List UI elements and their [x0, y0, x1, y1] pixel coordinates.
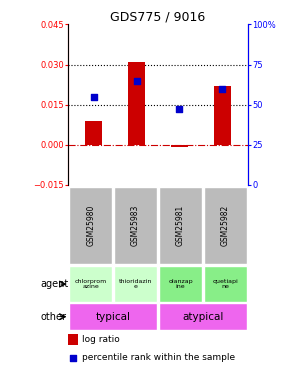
Bar [128, 62, 145, 145]
Bar [160, 303, 246, 330]
Text: agent: agent [40, 279, 68, 289]
Point [220, 86, 224, 92]
Bar [171, 145, 188, 147]
Bar [70, 303, 157, 330]
Bar [204, 187, 246, 264]
Bar [160, 187, 202, 264]
Point [177, 106, 182, 112]
Bar [68, 334, 78, 345]
Bar [160, 266, 202, 302]
Text: GSM25980: GSM25980 [86, 204, 95, 246]
Text: percentile rank within the sample: percentile rank within the sample [82, 353, 235, 362]
Bar [214, 86, 231, 145]
Text: quetiapi
ne: quetiapi ne [213, 279, 238, 290]
Title: GDS775 / 9016: GDS775 / 9016 [110, 10, 206, 23]
Bar [70, 187, 112, 264]
Bar [204, 266, 246, 302]
Bar [115, 187, 157, 264]
Bar [70, 266, 112, 302]
Text: typical: typical [96, 312, 130, 322]
Text: chlorprom
azine: chlorprom azine [75, 279, 107, 290]
Bar [115, 266, 157, 302]
Text: other: other [40, 312, 66, 322]
Text: olanzap
ine: olanzap ine [168, 279, 193, 290]
Text: GSM25983: GSM25983 [131, 204, 140, 246]
Text: GSM25982: GSM25982 [221, 204, 230, 246]
Text: GSM25981: GSM25981 [176, 204, 185, 246]
Text: atypical: atypical [182, 312, 224, 322]
Text: log ratio: log ratio [82, 335, 119, 344]
Bar [85, 121, 102, 145]
Text: thioridazin
e: thioridazin e [119, 279, 152, 290]
Point [92, 94, 96, 100]
Point [134, 78, 139, 84]
Point [71, 355, 75, 361]
